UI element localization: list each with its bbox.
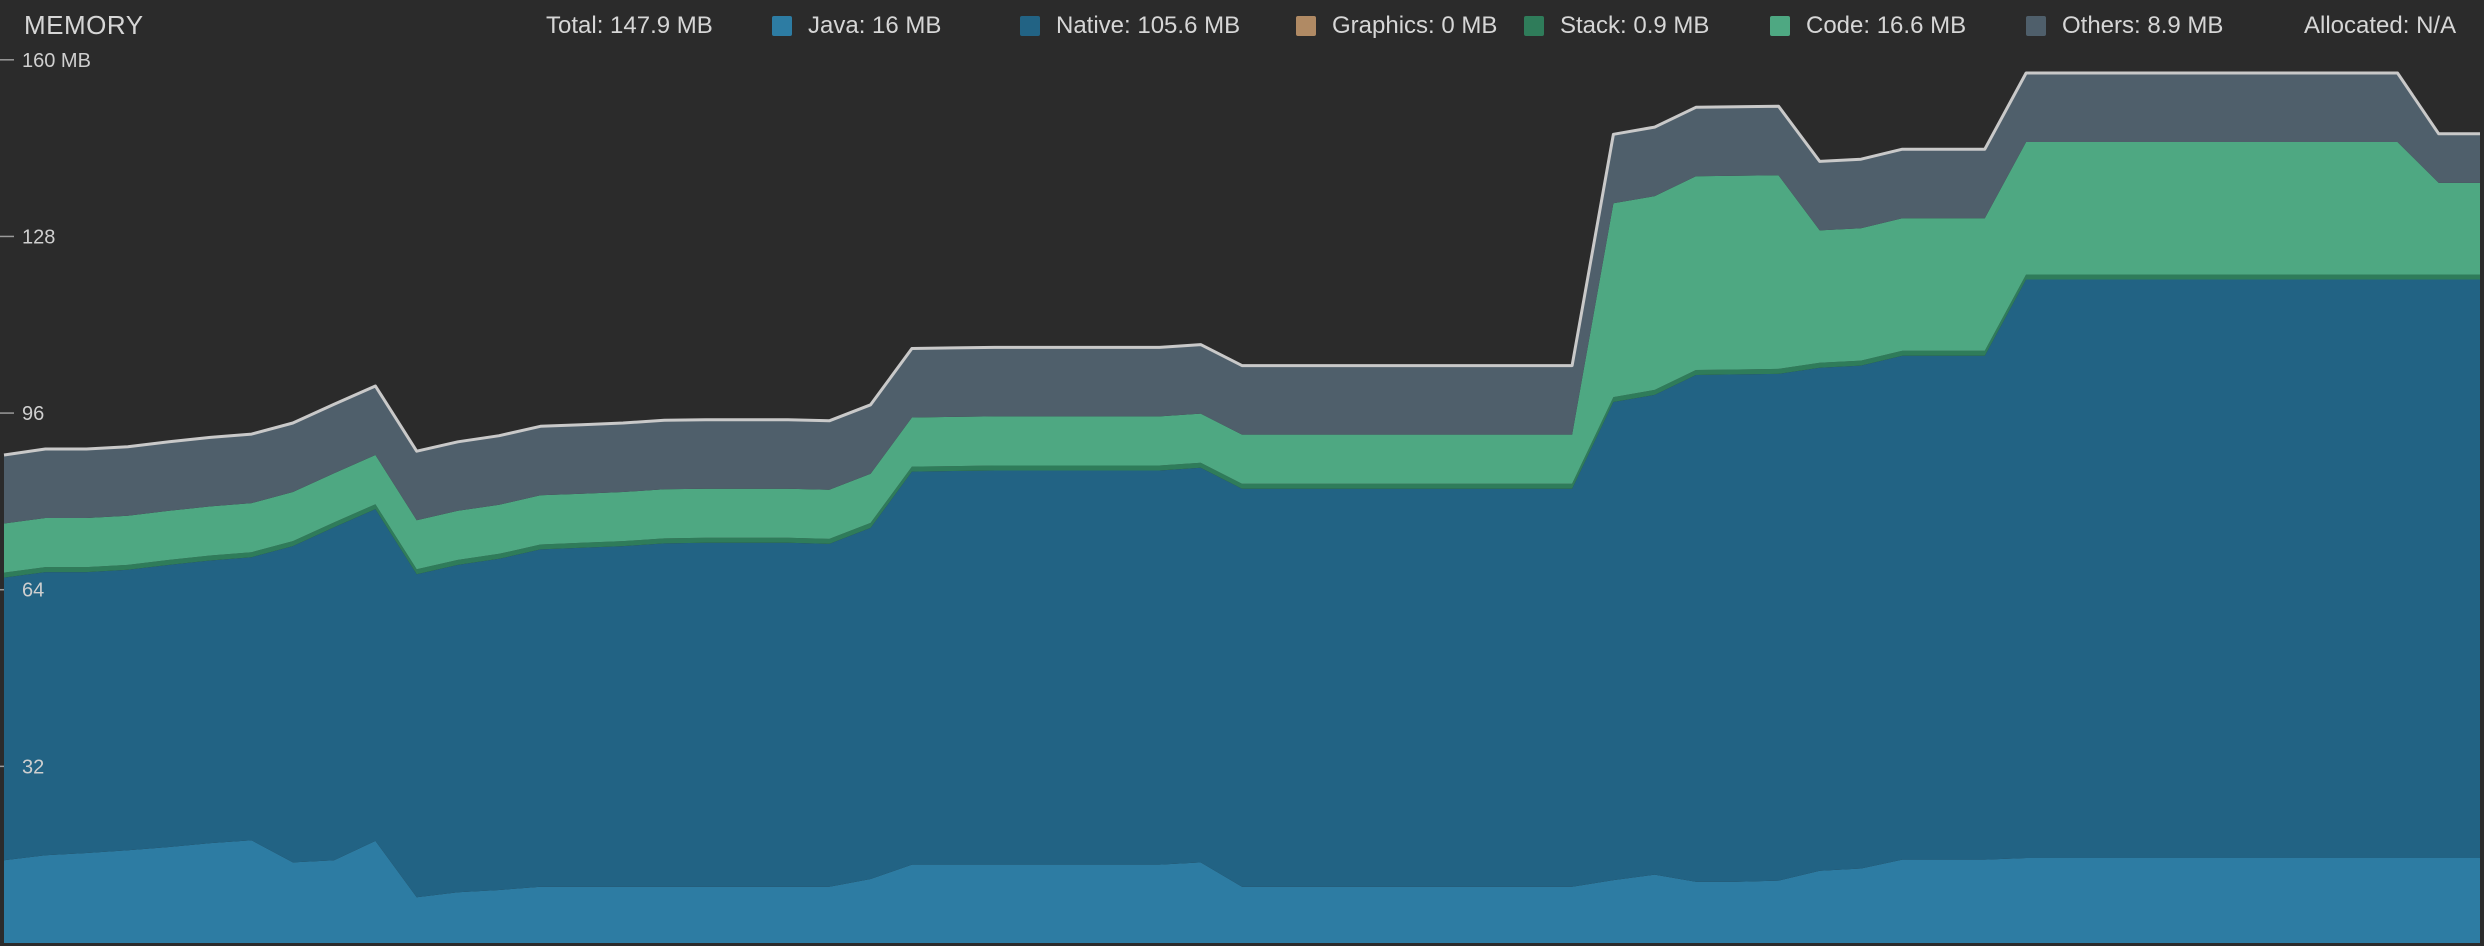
- legend-allocated: Allocated: N/A: [2304, 12, 2456, 40]
- legend-native: Native: 105.6 MB: [1020, 12, 1240, 40]
- code-swatch: [1770, 16, 1790, 36]
- stack-swatch: [1524, 16, 1544, 36]
- panel-title: MEMORY: [24, 10, 144, 40]
- graphics-swatch: [1296, 16, 1316, 36]
- native-swatch: [1020, 16, 1040, 36]
- legend-allocated-label: Allocated: N/A: [2304, 12, 2457, 39]
- y-tick-label-64: 64: [22, 580, 44, 602]
- legend-code: Code: 16.6 MB: [1770, 12, 1966, 40]
- legend-java-label: Java: 16 MB: [808, 12, 942, 39]
- legend-graphics-label: Graphics: 0 MB: [1332, 12, 1498, 39]
- legend-java: Java: 16 MB: [772, 12, 941, 40]
- legend-stack: Stack: 0.9 MB: [1524, 12, 1709, 40]
- legend-total: Total: 147.9 MB: [546, 12, 713, 40]
- total-line: [3, 71, 2480, 457]
- y-tick-label-32: 32: [22, 756, 44, 778]
- area-code: [4, 142, 2480, 573]
- area-java: [4, 840, 2480, 943]
- legend-stack-label: Stack: 0.9 MB: [1560, 12, 1710, 39]
- legend-others-label: Others: 8.9 MB: [2062, 12, 2224, 39]
- legend-total-label: Total: 147.9 MB: [546, 12, 713, 39]
- java-swatch: [772, 16, 792, 36]
- legend-native-label: Native: 105.6 MB: [1056, 12, 1241, 39]
- y-tick-label-96: 96: [22, 403, 44, 425]
- area-others: [4, 73, 2480, 524]
- legend-code-label: Code: 16.6 MB: [1806, 12, 1967, 39]
- y-tick-label-160: 160 MB: [22, 50, 91, 72]
- others-swatch: [2026, 16, 2046, 36]
- legend: Total: 147.9 MB Java: 16 MB Native: 105.…: [0, 0, 2484, 52]
- legend-others: Others: 8.9 MB: [2026, 12, 2223, 40]
- y-tick-label-128: 128: [22, 226, 55, 248]
- legend-graphics: Graphics: 0 MB: [1296, 12, 1497, 40]
- area-native: [4, 279, 2480, 898]
